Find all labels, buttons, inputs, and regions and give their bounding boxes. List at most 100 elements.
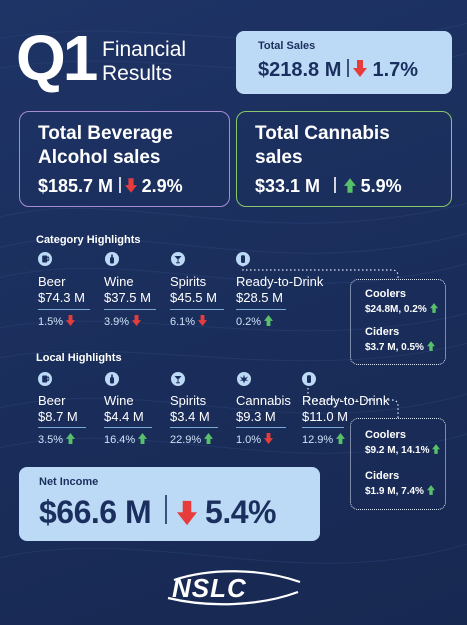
local-item-name: Ready-to-Drink <box>302 393 390 408</box>
breakdown-name: Ciders <box>365 326 400 338</box>
arrow-up-icon <box>426 341 435 351</box>
arrow-down-icon <box>352 60 367 77</box>
nslc-logo: NSLC <box>160 566 310 606</box>
arrow-down-icon <box>198 315 208 326</box>
local-item-value: $11.0 M <box>302 409 349 424</box>
beverage-alcohol-row: $185.7 M 2.9% <box>38 176 183 197</box>
divider <box>119 176 121 193</box>
change-text: 1.5% <box>38 316 64 328</box>
change-text: 12.9% <box>302 434 334 446</box>
cannabis-leaf-icon <box>237 372 251 386</box>
net-income-label: Net Income <box>39 476 99 488</box>
breakdown-name: Coolers <box>365 288 406 300</box>
cocktail-glass-icon <box>171 372 185 386</box>
divider <box>104 427 152 429</box>
breakdown-name: Ciders <box>365 470 400 482</box>
category-item-change: 0.2% <box>236 315 274 328</box>
arrow-up-icon <box>343 178 356 193</box>
breakdown-value: $1.9 M, 7.4% <box>365 485 435 497</box>
category-item-value: $37.5 M <box>104 290 151 305</box>
local-item-value: $4.4 M <box>104 409 144 424</box>
divider <box>236 427 286 429</box>
divider <box>170 309 224 311</box>
beverage-alcohol-value: $185.7 M <box>38 176 114 196</box>
divider <box>104 309 156 311</box>
beer-icon <box>38 252 52 266</box>
local-item-name: Beer <box>38 393 66 408</box>
category-heading: Category Highlights <box>36 234 141 246</box>
divider <box>38 427 86 429</box>
arrow-down-icon <box>132 315 142 326</box>
cannabis-title: Total Cannabis sales <box>255 122 390 170</box>
header-line-2: Results <box>102 62 173 85</box>
cannabis-title-line-2: sales <box>255 147 303 168</box>
total-sales-change: 1.7% <box>372 59 419 81</box>
divider <box>302 427 344 429</box>
local-rtd-breakdown-box: Coolers $9.2 M, 14.1% Ciders $1.9 M, 7.4… <box>350 418 446 510</box>
arrow-down-icon <box>66 315 76 326</box>
local-item-name: Cannabis <box>236 393 291 408</box>
arrow-up-icon <box>429 303 438 313</box>
breakdown-value-text: $9.2 M, 14.1% <box>365 445 430 456</box>
net-income-change: 5.4% <box>205 494 276 530</box>
local-item-name: Spirits <box>170 393 207 408</box>
breakdown-value: $9.2 M, 14.1% <box>365 444 441 456</box>
breakdown-value-text: $24.8M, 0.2% <box>365 304 427 315</box>
change-text: 22.9% <box>170 434 202 446</box>
divider <box>334 176 336 193</box>
divider <box>347 59 349 77</box>
breakdown-name: Coolers <box>365 429 406 441</box>
category-item-change: 6.1% <box>170 315 208 328</box>
local-item-value: $8.7 M <box>38 409 78 424</box>
divider <box>165 495 167 524</box>
change-text: 3.5% <box>38 434 64 446</box>
logo-text: NSLC <box>172 573 247 603</box>
change-text: 1.0% <box>236 434 262 446</box>
local-heading: Local Highlights <box>36 352 122 364</box>
arrow-down-icon <box>176 500 197 526</box>
breakdown-value-text: $1.9 M, 7.4% <box>365 486 424 497</box>
cannabis-change: 5.9% <box>360 176 402 196</box>
rtd-breakdown-box: Coolers $24.8M, 0.2% Ciders $3.7 M, 0.5% <box>350 279 446 365</box>
arrow-up-icon <box>336 433 346 444</box>
cannabis-row: $33.1 M 5.9% <box>255 176 402 197</box>
category-item-name: Wine <box>104 274 134 289</box>
total-sales-label: Total Sales <box>258 40 316 52</box>
cocktail-glass-icon <box>171 252 185 266</box>
change-text: 6.1% <box>170 316 196 328</box>
beverage-alcohol-change: 2.9% <box>141 176 183 196</box>
local-item-change: 1.0% <box>236 433 274 446</box>
arrow-up-icon <box>432 444 441 454</box>
header-line-1: Financial <box>102 38 187 61</box>
divider <box>170 427 218 429</box>
beverage-title-line-1: Total Beverage <box>38 123 173 144</box>
can-icon <box>236 252 250 266</box>
breakdown-value-text: $3.7 M, 0.5% <box>365 342 424 353</box>
divider <box>236 309 286 311</box>
divider <box>38 309 90 311</box>
beer-icon <box>38 372 52 386</box>
cannabis-title-line-1: Total Cannabis <box>255 123 390 144</box>
category-item-name: Beer <box>38 274 66 289</box>
wine-bottle-icon <box>105 372 119 386</box>
nslc-logo-mark <box>167 570 301 606</box>
category-item-value: $28.5 M <box>236 290 283 305</box>
net-income-value: $66.6 M <box>39 494 152 530</box>
arrow-up-icon <box>264 315 274 326</box>
local-item-change: 16.4% <box>104 433 148 446</box>
local-item-change: 3.5% <box>38 433 76 446</box>
local-item-value: $9.3 M <box>236 409 276 424</box>
category-item-name: Ready-to-Drink <box>236 274 324 289</box>
wine-bottle-icon <box>105 252 119 266</box>
category-item-name: Spirits <box>170 274 207 289</box>
total-sales-value: $218.8 M <box>258 59 342 81</box>
arrow-down-icon <box>264 433 274 444</box>
quarter-title: Q1 <box>16 22 98 94</box>
category-item-change: 3.9% <box>104 315 142 328</box>
total-sales-panel: Total Sales $218.8 M 1.7% <box>236 31 452 94</box>
local-item-value: $3.4 M <box>170 409 210 424</box>
category-item-value: $74.3 M <box>38 290 85 305</box>
net-income-row: $66.6 M 5.4% <box>39 494 276 531</box>
change-text: 3.9% <box>104 316 130 328</box>
